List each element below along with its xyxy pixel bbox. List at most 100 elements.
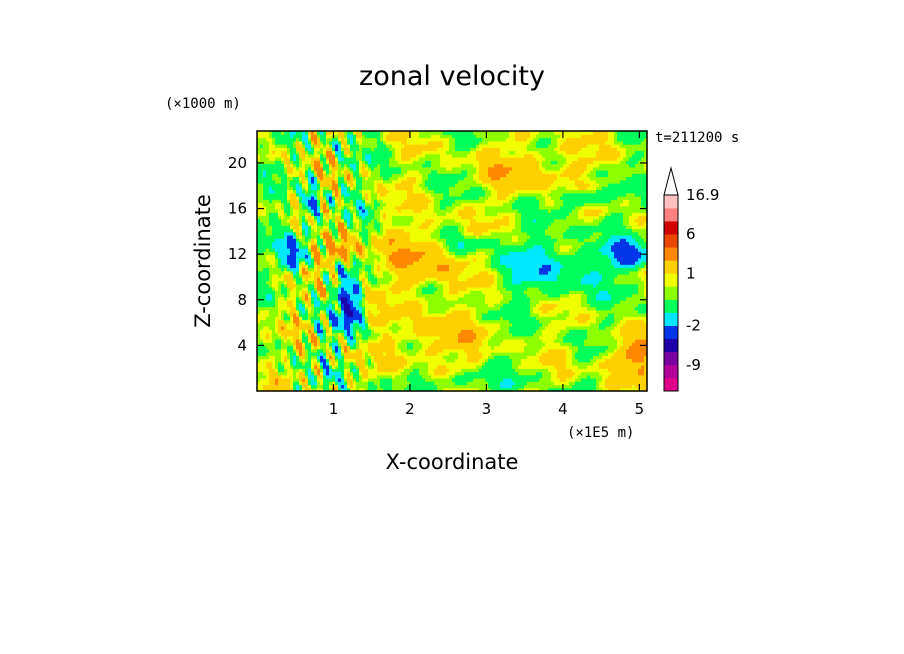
contour-cell	[362, 153, 366, 158]
contour-cell	[344, 313, 348, 317]
contour-cell	[317, 300, 321, 304]
contour-cell	[284, 134, 288, 139]
contour-cell	[296, 267, 300, 272]
contour-cell	[305, 387, 309, 392]
contour-cell	[392, 199, 396, 204]
contour-cell	[395, 274, 399, 278]
contour-cell	[377, 290, 381, 295]
contour-cell	[368, 283, 372, 288]
contour-cell	[380, 387, 384, 392]
contour-cell	[353, 342, 357, 347]
contour-cell	[317, 261, 321, 265]
contour-cell	[374, 179, 378, 184]
contour-cell	[275, 205, 279, 210]
contour-cell	[314, 326, 318, 330]
contour-cell	[398, 322, 402, 327]
contour-cell	[362, 140, 366, 145]
contour-cell	[311, 173, 315, 178]
contour-cell	[284, 157, 288, 161]
contour-cell	[335, 345, 339, 350]
contour-cell	[368, 179, 372, 184]
contour-cell	[386, 254, 390, 259]
contour-cell	[353, 218, 357, 223]
contour-cell	[389, 309, 393, 314]
contour-cell	[377, 361, 381, 366]
contour-cell	[380, 365, 384, 369]
contour-cell	[395, 267, 399, 272]
contour-cell	[359, 300, 363, 304]
contour-cell	[356, 179, 360, 184]
contour-cell	[317, 287, 321, 291]
contour-cell	[296, 378, 300, 382]
contour-cell	[329, 326, 333, 330]
contour-cell	[302, 387, 306, 392]
contour-cell	[257, 199, 261, 204]
contour-cell	[371, 345, 375, 350]
contour-cell	[371, 251, 375, 256]
contour-cell	[365, 244, 369, 249]
contour-cell	[326, 157, 330, 161]
contour-cell	[338, 189, 342, 194]
contour-cell	[296, 355, 300, 360]
contour-cell	[353, 202, 357, 207]
contour-cell	[269, 176, 273, 181]
contour-cell	[323, 147, 327, 152]
contour-cell	[398, 371, 402, 376]
contour-cell	[380, 173, 384, 178]
contour-cell	[281, 163, 285, 168]
contour-cell	[365, 160, 369, 165]
contour-cell	[257, 371, 261, 376]
contour-cell	[341, 261, 345, 265]
contour-cell	[392, 345, 396, 350]
contour-cell	[365, 322, 369, 327]
contour-cell	[356, 202, 360, 207]
contour-cell	[260, 267, 264, 272]
contour-cell	[326, 345, 330, 350]
contour-cell	[380, 368, 384, 373]
contour-cell	[272, 222, 276, 226]
contour-cell	[359, 251, 363, 256]
contour-cell	[317, 231, 321, 236]
contour-cell	[320, 335, 324, 340]
contour-cell	[299, 173, 303, 178]
contour-cell	[350, 283, 354, 288]
contour-cell	[314, 222, 318, 226]
contour-cell	[389, 264, 393, 269]
contour-cell	[287, 387, 291, 392]
contour-cell	[356, 287, 360, 291]
contour-cell	[281, 387, 285, 392]
contour-cell	[332, 144, 336, 148]
contour-cell	[329, 254, 333, 259]
contour-cell	[389, 303, 393, 308]
contour-cell	[323, 358, 327, 363]
contour-cell	[332, 300, 336, 304]
contour-cell	[317, 274, 321, 278]
contour-cell	[320, 316, 324, 321]
contour-cell	[260, 365, 264, 369]
contour-cell	[290, 228, 294, 233]
contour-cell	[317, 183, 321, 187]
contour-cell	[296, 358, 300, 363]
contour-cell	[302, 352, 306, 356]
contour-cell	[263, 384, 267, 389]
contour-cell	[299, 222, 303, 226]
contour-cell	[287, 235, 291, 239]
contour-cell	[287, 238, 291, 243]
contour-cell	[392, 134, 396, 139]
contour-cell	[353, 189, 357, 194]
contour-cell	[278, 348, 282, 353]
contour-cell	[335, 309, 339, 314]
contour-cell	[302, 196, 306, 200]
contour-cell	[323, 157, 327, 161]
contour-cell	[341, 339, 345, 343]
contour-cell	[317, 303, 321, 308]
contour-cell	[353, 339, 357, 343]
contour-cell	[398, 387, 402, 392]
contour-cell	[287, 339, 291, 343]
contour-cell	[299, 248, 303, 252]
contour-cell	[272, 280, 276, 285]
contour-cell	[395, 205, 399, 210]
contour-cell	[326, 309, 330, 314]
contour-cell	[302, 212, 306, 217]
contour-cell	[356, 381, 360, 386]
